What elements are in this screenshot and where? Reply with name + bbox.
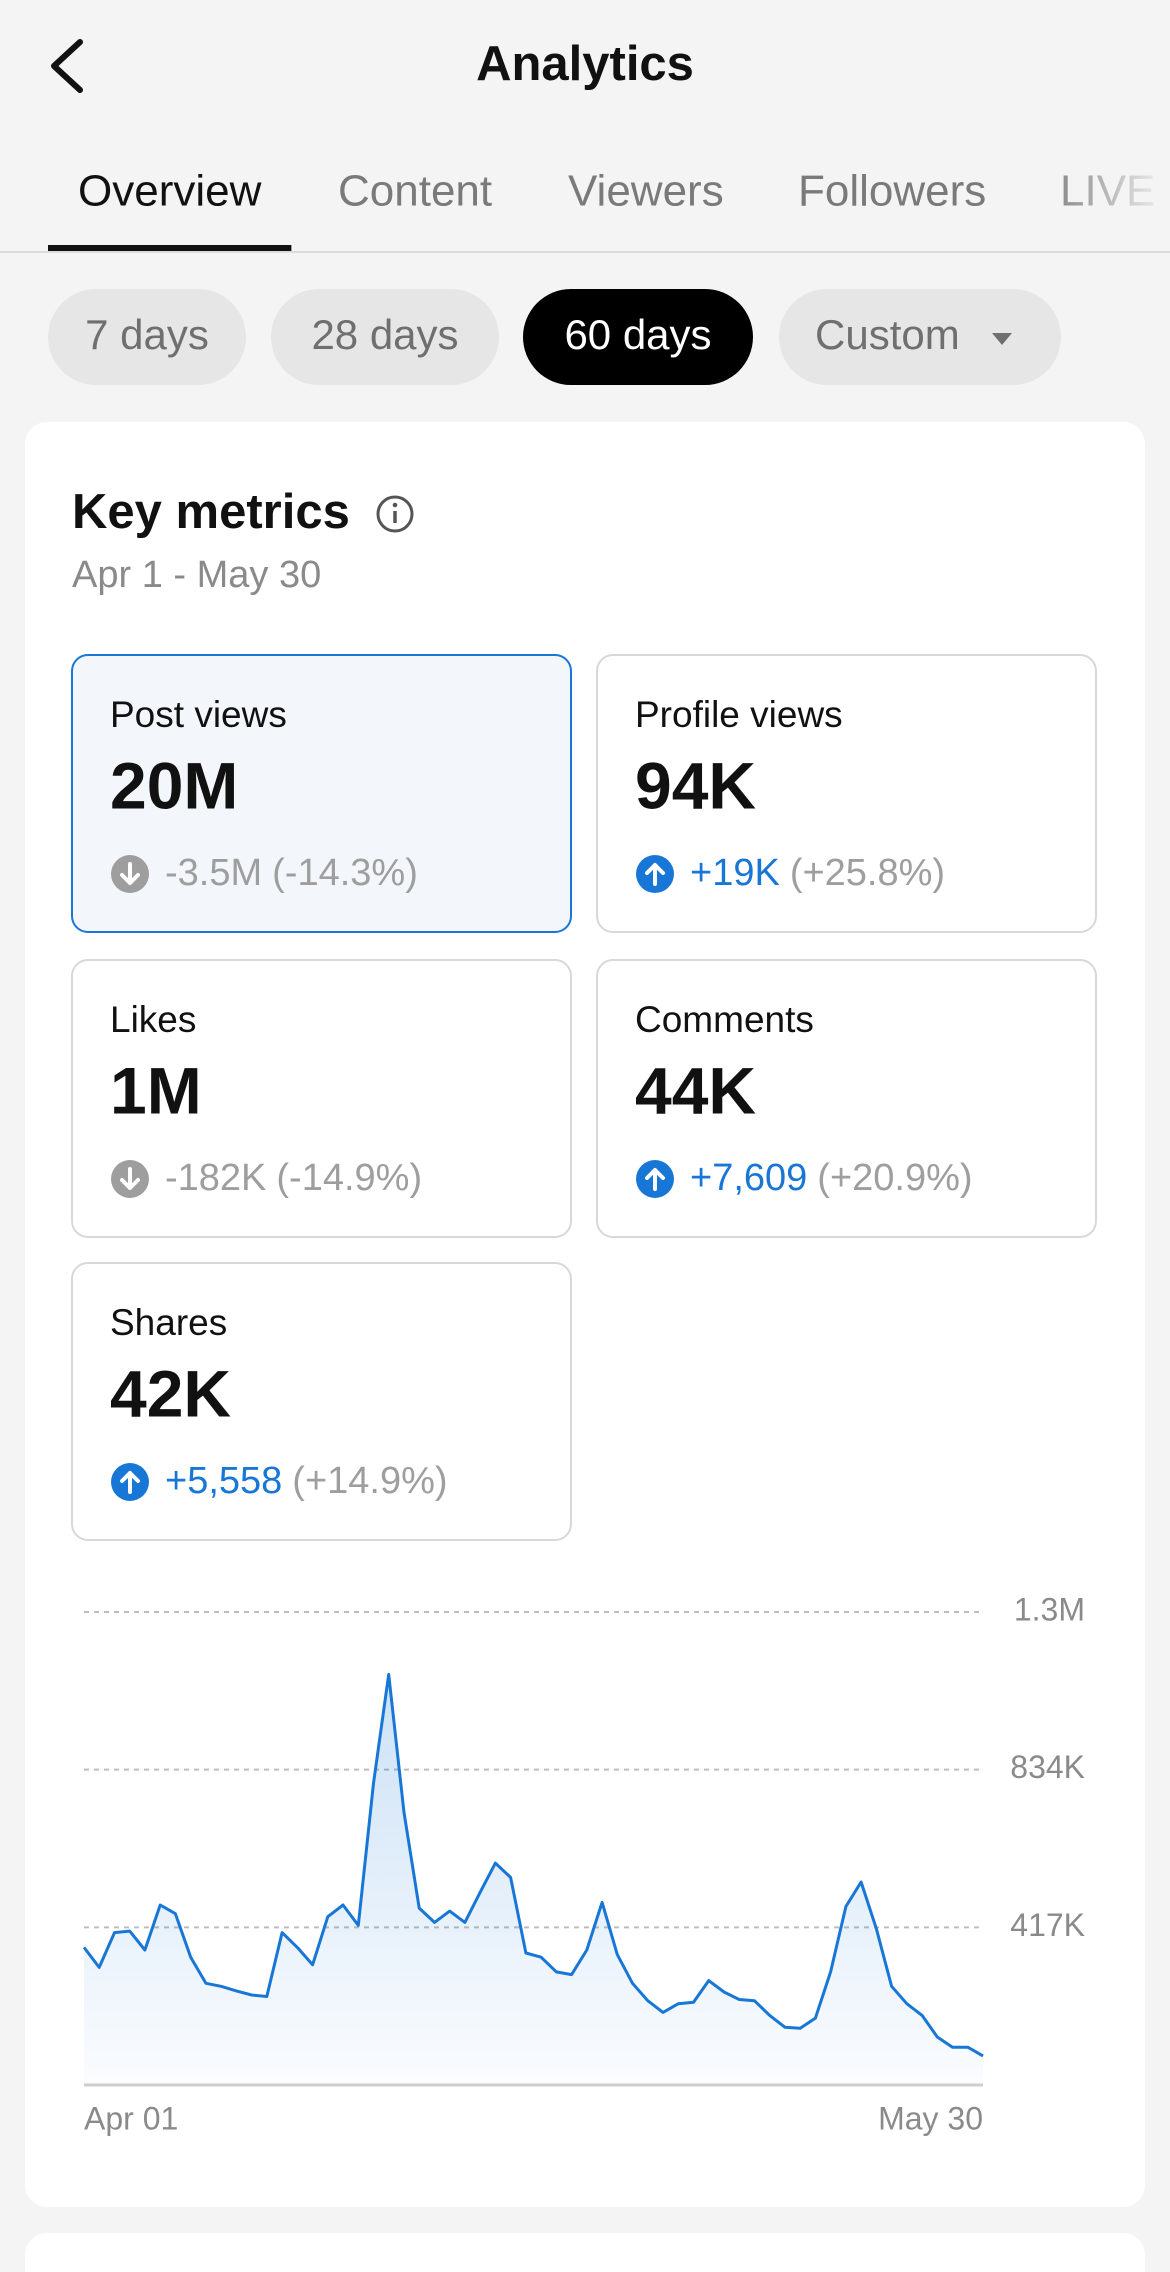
change-value: +5,558 — [165, 1460, 282, 1502]
next-card — [25, 2233, 1145, 2272]
metric-box[interactable] — [596, 654, 1097, 933]
metric-change: +5,558 (+14.9%) — [165, 1460, 448, 1502]
metric-value: 44K — [635, 1053, 756, 1127]
metric-value: 94K — [635, 748, 756, 822]
trend-arrow — [645, 863, 665, 886]
y-tick-label: 417K — [1010, 1907, 1085, 1943]
change-value: -182K — [165, 1157, 266, 1199]
metric-change: +19K (+25.8%) — [690, 852, 945, 894]
change-value: -3.5M — [165, 852, 262, 894]
trend-arrow — [120, 1167, 140, 1190]
tab[interactable]: Followers — [798, 167, 986, 216]
change-value: +7,609 — [690, 1157, 807, 1199]
change-percent: (-14.9%) — [276, 1157, 422, 1199]
info-icon[interactable] — [376, 495, 414, 533]
tab[interactable]: Overview — [78, 167, 262, 216]
range-label[interactable]: 28 days — [311, 311, 458, 358]
date-range: Apr 1 - May 30 — [72, 554, 321, 596]
metric-box[interactable] — [71, 1262, 572, 1541]
back-button[interactable] — [51, 39, 83, 93]
metric-change: -182K (-14.9%) — [165, 1157, 422, 1199]
metric-label: Shares — [110, 1302, 227, 1343]
metric-value: 1M — [110, 1053, 202, 1127]
change-percent: (+14.9%) — [292, 1460, 447, 1502]
metric-change: +7,609 (+20.9%) — [690, 1157, 973, 1199]
range-pill[interactable] — [523, 289, 753, 385]
tab[interactable]: Viewers — [568, 167, 724, 216]
metric-label: Post views — [110, 694, 287, 735]
change-percent: (+25.8%) — [790, 852, 945, 894]
metric-value: 42K — [110, 1356, 231, 1430]
metric-box[interactable] — [71, 959, 572, 1238]
area — [84, 1674, 983, 2085]
y-tick-label: 1.3M — [1014, 1591, 1085, 1627]
change-value: +19K — [690, 852, 780, 894]
range-label[interactable]: Custom — [815, 311, 960, 358]
x-tick-label: Apr 01 — [84, 2100, 178, 2136]
metric-value: 20M — [110, 748, 238, 822]
range-label[interactable]: 60 days — [564, 311, 711, 358]
line — [82, 1672, 984, 2058]
tab-indicator — [48, 245, 292, 251]
metric-change: -3.5M (-14.3%) — [165, 852, 418, 894]
change-percent: (+20.9%) — [817, 1157, 972, 1199]
tab[interactable]: Content — [338, 167, 492, 216]
metric-label: Likes — [110, 999, 196, 1040]
metric-box[interactable] — [71, 654, 572, 933]
trend-arrow — [120, 862, 140, 885]
trend-arrow — [645, 1168, 665, 1191]
range-label[interactable]: 7 days — [85, 311, 209, 358]
metric-box[interactable] — [596, 959, 1097, 1238]
chart: 417K 834K 1.3M Apr 01 May 30 — [82, 1591, 1085, 2136]
metric-label: Comments — [635, 999, 814, 1040]
range-pill[interactable] — [271, 289, 499, 385]
change-percent: (-14.3%) — [272, 852, 418, 894]
metric-grid: Post views 20M -3.5M (-14.3%) Profile views 9… — [71, 654, 1097, 1541]
card-title: Key metrics — [72, 485, 350, 539]
dropdown-caret — [992, 333, 1012, 345]
tab-fade — [1040, 160, 1170, 240]
range-pill[interactable] — [48, 289, 246, 385]
x-tick-label: May 30 — [878, 2100, 983, 2136]
trend-arrow — [120, 1471, 140, 1494]
range-selector: 7 days 28 days 60 days Custom — [48, 289, 1061, 385]
tab-bar: OverviewContentViewersFollowersLIVE — [48, 167, 1155, 251]
y-tick-label: 834K — [1010, 1749, 1085, 1785]
range-pill[interactable] — [779, 289, 1061, 385]
metric-label: Profile views — [635, 694, 843, 735]
page-title: Analytics — [476, 37, 694, 91]
